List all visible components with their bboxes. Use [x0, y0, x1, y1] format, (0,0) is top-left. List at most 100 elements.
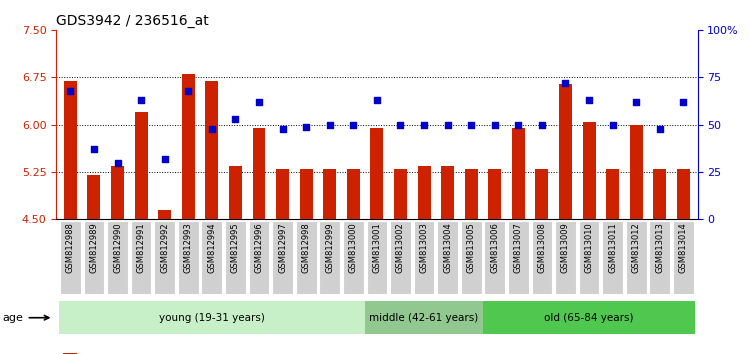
Point [630, 99, 642, 105]
Text: GSM812988: GSM812988 [66, 223, 75, 273]
FancyBboxPatch shape [460, 221, 482, 294]
Bar [418, 166, 430, 219]
Bar [653, 169, 666, 219]
Bar [465, 169, 478, 219]
Bar [606, 169, 619, 219]
Bar [394, 169, 407, 219]
Point [324, 122, 336, 128]
Text: GSM813007: GSM813007 [514, 223, 523, 273]
FancyBboxPatch shape [83, 221, 104, 294]
Text: GSM812993: GSM812993 [184, 223, 193, 273]
Text: GSM813005: GSM813005 [466, 223, 476, 273]
FancyBboxPatch shape [555, 221, 576, 294]
Text: GSM812995: GSM812995 [231, 223, 240, 273]
FancyBboxPatch shape [178, 221, 199, 294]
FancyBboxPatch shape [248, 221, 269, 294]
FancyBboxPatch shape [320, 221, 340, 294]
FancyBboxPatch shape [202, 221, 222, 294]
Bar [229, 166, 242, 219]
Text: GSM813010: GSM813010 [584, 223, 593, 273]
Point [607, 122, 619, 128]
Bar [512, 128, 525, 219]
Point [277, 126, 289, 131]
Text: GSM812998: GSM812998 [302, 223, 310, 273]
Point [300, 124, 312, 130]
Text: GSM813008: GSM813008 [538, 223, 547, 273]
Point [230, 116, 242, 122]
Point [418, 122, 430, 128]
FancyBboxPatch shape [437, 221, 458, 294]
Bar [346, 169, 360, 219]
Text: GSM813012: GSM813012 [632, 223, 640, 273]
Point [206, 126, 218, 131]
FancyBboxPatch shape [532, 221, 552, 294]
FancyBboxPatch shape [365, 301, 483, 335]
Text: GSM813013: GSM813013 [656, 223, 664, 273]
Text: GSM813014: GSM813014 [679, 223, 688, 273]
Text: GSM813009: GSM813009 [561, 223, 570, 273]
Bar [630, 125, 643, 219]
Point [182, 88, 194, 93]
Text: GSM813004: GSM813004 [443, 223, 452, 273]
Point [394, 122, 406, 128]
Point [88, 147, 100, 152]
Text: GSM813006: GSM813006 [490, 223, 500, 273]
FancyBboxPatch shape [60, 221, 81, 294]
FancyBboxPatch shape [107, 221, 128, 294]
Bar [158, 210, 171, 219]
Text: GSM812992: GSM812992 [160, 223, 170, 273]
Point [512, 122, 524, 128]
Bar [559, 84, 572, 219]
Bar [300, 169, 313, 219]
Bar [206, 81, 218, 219]
Bar [488, 169, 501, 219]
Bar [63, 353, 76, 354]
FancyBboxPatch shape [579, 221, 599, 294]
Bar [370, 128, 383, 219]
Bar [64, 81, 77, 219]
Bar [135, 112, 148, 219]
FancyBboxPatch shape [673, 221, 694, 294]
Point [560, 80, 572, 86]
Point [583, 97, 595, 103]
Bar [111, 166, 124, 219]
FancyBboxPatch shape [58, 301, 365, 335]
Text: GSM813000: GSM813000 [349, 223, 358, 273]
Text: GSM812991: GSM812991 [136, 223, 146, 273]
FancyBboxPatch shape [390, 221, 411, 294]
Point [489, 122, 501, 128]
Text: GSM812996: GSM812996 [254, 223, 263, 273]
Text: GSM812990: GSM812990 [113, 223, 122, 273]
FancyBboxPatch shape [626, 221, 646, 294]
Text: GSM812989: GSM812989 [89, 223, 98, 273]
Text: GSM813002: GSM813002 [396, 223, 405, 273]
Bar [182, 74, 195, 219]
Text: age: age [3, 313, 49, 323]
Text: old (65-84 years): old (65-84 years) [544, 313, 634, 323]
Bar [676, 169, 690, 219]
Bar [323, 169, 336, 219]
Point [370, 97, 382, 103]
Bar [536, 169, 548, 219]
Bar [253, 128, 266, 219]
FancyBboxPatch shape [367, 221, 387, 294]
Point [654, 126, 666, 131]
FancyBboxPatch shape [296, 221, 316, 294]
Text: GSM813001: GSM813001 [372, 223, 381, 273]
Text: GSM813003: GSM813003 [419, 223, 428, 273]
Bar [583, 122, 596, 219]
Bar [88, 175, 100, 219]
FancyBboxPatch shape [483, 301, 695, 335]
FancyBboxPatch shape [484, 221, 505, 294]
Text: young (19-31 years): young (19-31 years) [159, 313, 265, 323]
Point [347, 122, 359, 128]
Text: GSM813011: GSM813011 [608, 223, 617, 273]
Point [135, 97, 147, 103]
Point [159, 156, 171, 162]
Point [465, 122, 477, 128]
FancyBboxPatch shape [272, 221, 293, 294]
FancyBboxPatch shape [602, 221, 623, 294]
Bar [276, 169, 289, 219]
Text: GDS3942 / 236516_at: GDS3942 / 236516_at [56, 14, 209, 28]
Text: GSM812999: GSM812999 [326, 223, 334, 273]
